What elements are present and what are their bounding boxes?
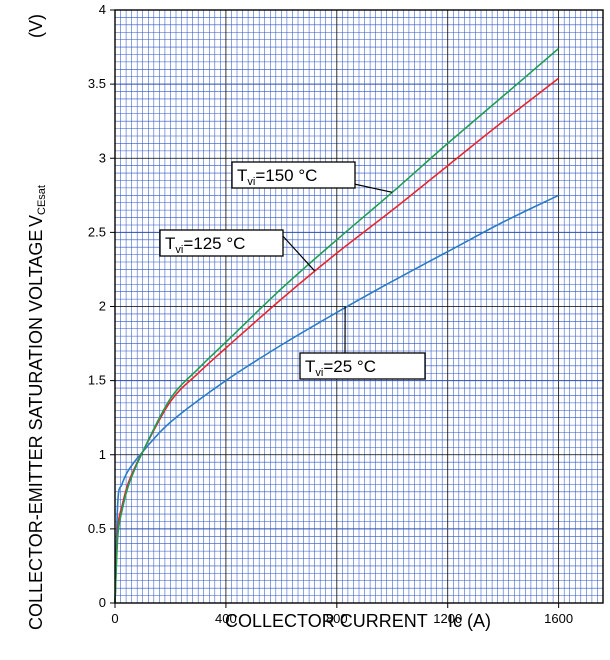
y-tick-label: 0.5 — [88, 521, 106, 536]
x-tick-label: 1200 — [433, 611, 462, 626]
leader-line-1 — [280, 233, 316, 272]
x-axis-title: COLLECTOR CURRENT — [225, 611, 428, 631]
curve-label-box — [299, 352, 426, 380]
y-tick-label: 0 — [99, 595, 106, 610]
major-grid — [115, 10, 603, 603]
y-axis-unit: (V) — [26, 14, 46, 38]
curve-label-rest: =150 °C — [255, 166, 317, 185]
x-axis-symbol: Ic (A) — [448, 611, 491, 631]
curve-label-sub: vi — [247, 176, 255, 188]
curve-label-rest: =125 °C — [183, 234, 245, 253]
y-tick-label: 4 — [99, 2, 106, 17]
curve-label-text: Tvi=25 °C — [305, 357, 376, 379]
curve-label-sub: vi — [175, 244, 183, 256]
curve-label-text: Tvi=150 °C — [237, 166, 317, 188]
series-line-2 — [114, 47, 560, 604]
y-axis-symbol-sub: CEsat — [36, 185, 48, 215]
x-tick-label: 800 — [326, 611, 348, 626]
curve-label-1: Tvi=125 °C — [159, 229, 284, 257]
series-line-0 — [114, 194, 559, 604]
curve-label-box — [159, 229, 284, 257]
curve-label-main: T — [165, 234, 175, 253]
y-axis-symbol-main: V — [26, 215, 46, 227]
y-tick-labels: 0 0.5 1 1.5 2 2.5 3 3.5 4 — [88, 2, 106, 610]
y-tick-label: 3.5 — [88, 76, 106, 91]
curve-label-text: Tvi=125 °C — [165, 234, 245, 256]
x-tick-labels: 0 400 800 1200 1600 — [111, 611, 573, 626]
y-tick-label: 1.5 — [88, 373, 106, 388]
curve-label-2: Tvi=150 °C — [231, 161, 356, 189]
y-axis-symbol-group: VCEsat — [26, 185, 48, 227]
series-line-1 — [114, 77, 560, 604]
y-axis-unit-group: (V) — [26, 14, 46, 38]
axis-ticks — [110, 9, 560, 608]
series-layer — [114, 47, 560, 604]
curve-label-sub: vi — [315, 367, 323, 379]
curve-label-rest: =25 °C — [323, 357, 376, 376]
y-axis-title-group: COLLECTOR-EMITTER SATURATION VOLTAGE — [26, 230, 46, 630]
y-tick-label: 2.5 — [88, 224, 106, 239]
x-tick-label: 400 — [215, 611, 237, 626]
y-axis-title: COLLECTOR-EMITTER SATURATION VOLTAGE — [26, 230, 46, 630]
x-tick-label: 1600 — [544, 611, 573, 626]
y-tick-label: 3 — [99, 150, 106, 165]
y-tick-label: 1 — [99, 447, 106, 462]
x-tick-label: 0 — [111, 611, 118, 626]
y-axis-symbol: VCEsat — [26, 185, 48, 227]
curve-label-0: Tvi=25 °C — [299, 352, 426, 380]
curve-label-box — [231, 161, 356, 189]
curve-label-main: T — [237, 166, 247, 185]
y-tick-label: 2 — [99, 299, 106, 314]
curve-label-main: T — [305, 357, 315, 376]
